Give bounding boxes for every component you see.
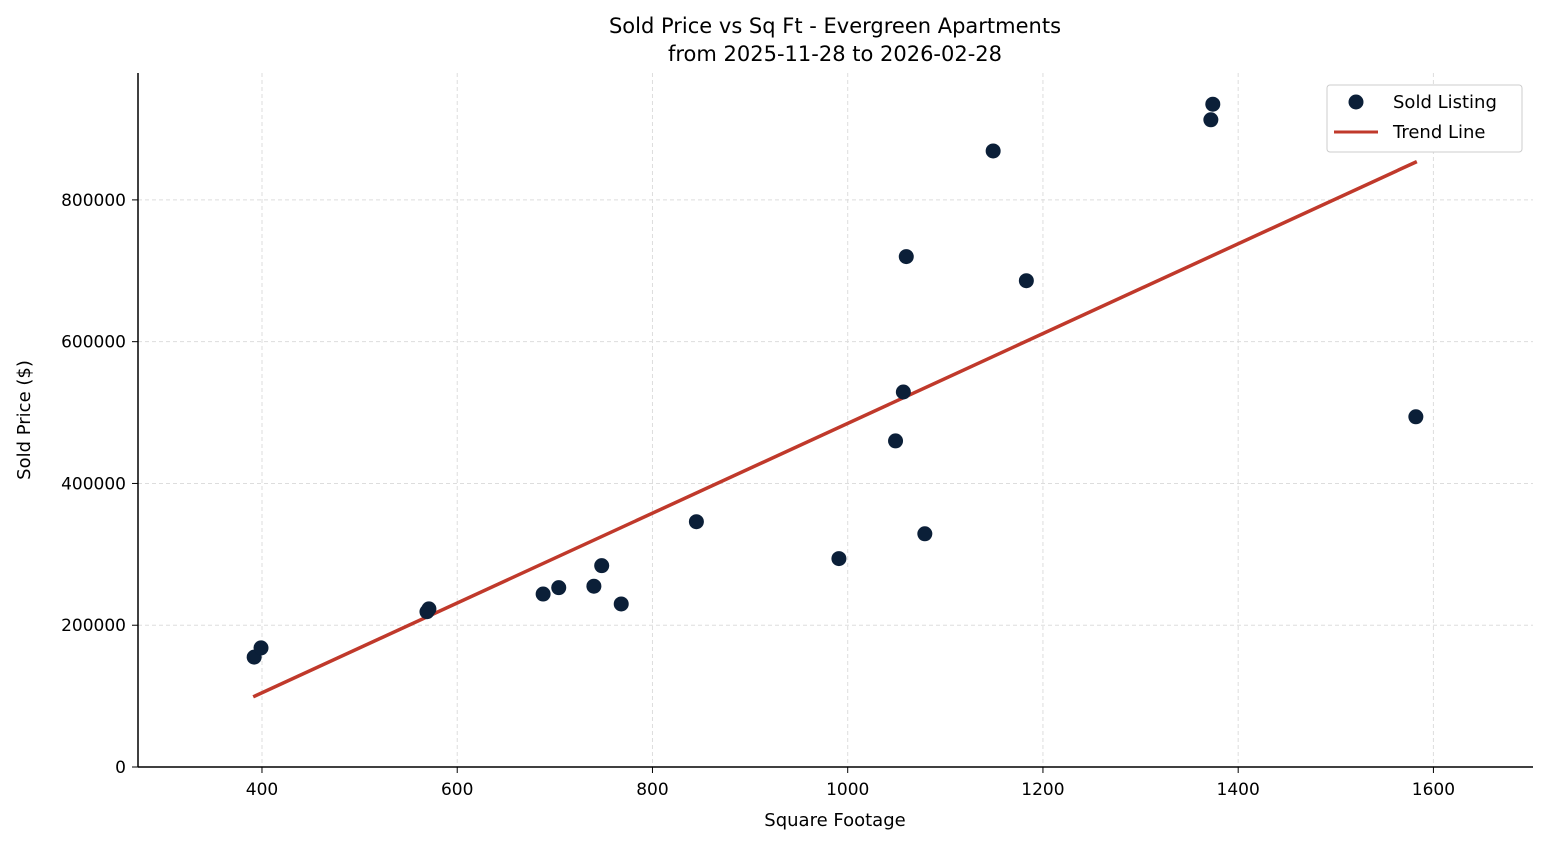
x-tick-label: 1200 [1021, 780, 1064, 800]
sold-listing-point [1408, 409, 1424, 425]
legend-label-sold: Sold Listing [1393, 92, 1497, 113]
y-tick-label: 400000 [61, 474, 126, 494]
sold-listing-point [594, 558, 610, 574]
x-tick-label: 600 [441, 780, 473, 800]
x-tick-label: 400 [246, 780, 278, 800]
sold-listing-point [1203, 112, 1219, 128]
x-tick-label: 1600 [1412, 780, 1455, 800]
x-tick-label: 1000 [826, 780, 869, 800]
sold-listing-point [551, 580, 567, 596]
trend-line [252, 160, 1418, 699]
sold-listing-point [613, 596, 629, 612]
sold-listing-point [917, 526, 933, 542]
y-tick-label: 800000 [61, 191, 126, 211]
sold-listing-point [1018, 273, 1034, 289]
x-axis-label: Square Footage [764, 810, 905, 831]
y-tick-label: 600000 [61, 333, 126, 353]
sold-listing-point [985, 143, 1001, 159]
sold-listing-point [831, 551, 847, 567]
sold-listing-point [888, 433, 904, 449]
legend: Sold Listing Trend Line [1326, 84, 1523, 153]
sold-listing-point [421, 601, 437, 617]
sold-listing-point [586, 578, 602, 594]
sold-listing-point [898, 249, 914, 265]
sold-listing-point [895, 384, 911, 400]
legend-marker-sold [1348, 94, 1364, 110]
y-tick-label: 200000 [61, 616, 126, 636]
sold-listing-point [253, 640, 269, 656]
x-tick-label: 800 [636, 780, 668, 800]
y-tick-label: 0 [115, 758, 126, 778]
sold-listing-point [688, 514, 704, 530]
y-axis-label: Sold Price ($) [14, 360, 35, 480]
chart-title: Sold Price vs Sq Ft - Evergreen Apartmen… [609, 14, 1061, 38]
legend-label-trend: Trend Line [1392, 122, 1486, 143]
chart-subtitle: from 2025-11-28 to 2026-02-28 [668, 42, 1002, 66]
sold-listing-point [1205, 96, 1221, 112]
x-tick-label: 1400 [1217, 780, 1260, 800]
sold-listing-point [535, 586, 551, 602]
